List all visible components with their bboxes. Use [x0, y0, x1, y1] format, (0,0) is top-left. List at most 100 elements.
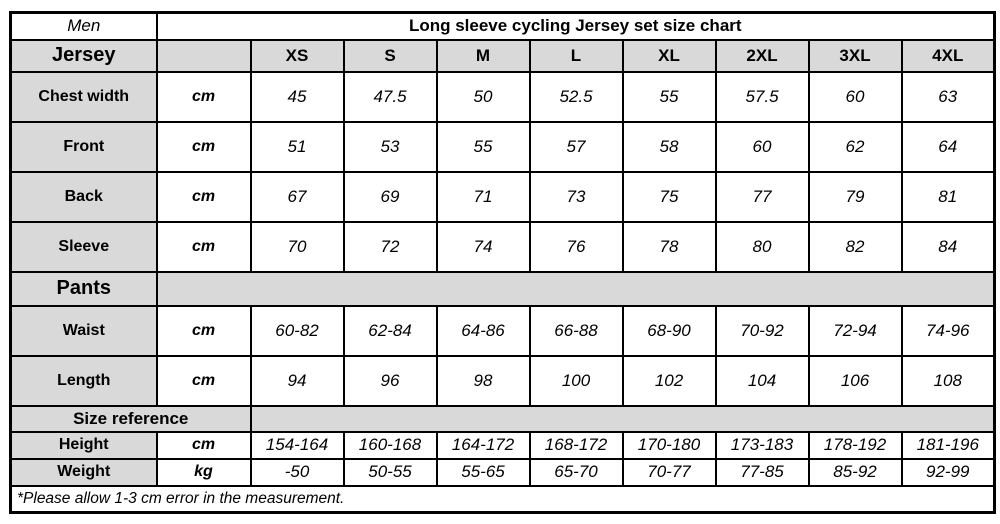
value-cell: 92-99: [900, 457, 996, 487]
value-cell: 170-180: [621, 430, 717, 460]
value-cell: 104: [714, 354, 810, 407]
value-cell: 77: [714, 170, 810, 223]
table-row: Waist cm 60-82 62-84 64-86 66-88 68-90 70-92 72-…: [9, 304, 996, 357]
value-cell: 62-84: [342, 304, 438, 357]
value-cell: 51: [249, 120, 345, 173]
size-header-cell: S: [342, 38, 438, 73]
row-label: Waist: [9, 304, 158, 357]
size-chart-table: Men Long sleeve cycling Jersey set size …: [9, 11, 997, 514]
size-reference-row: Size reference: [9, 404, 996, 433]
value-cell: 71: [435, 170, 531, 223]
unit-label: kg: [155, 457, 252, 487]
value-cell: 79: [807, 170, 903, 223]
value-cell: 64: [900, 120, 996, 173]
chart-title: Long sleeve cycling Jersey set size char…: [155, 11, 996, 41]
unit-label: cm: [155, 220, 252, 273]
value-cell: 68-90: [621, 304, 717, 357]
unit-label: cm: [155, 430, 252, 460]
value-cell: 181-196: [900, 430, 996, 460]
size-header-cell: XS: [249, 38, 345, 73]
value-cell: 173-183: [714, 430, 810, 460]
row-label: Sleeve: [9, 220, 158, 273]
footnote: *Please allow 1-3 cm error in the measur…: [9, 484, 996, 514]
value-cell: 52.5: [528, 70, 624, 123]
value-cell: 70: [249, 220, 345, 273]
value-cell: 94: [249, 354, 345, 407]
value-cell: 67: [249, 170, 345, 223]
value-cell: 58: [621, 120, 717, 173]
gender-label: Men: [9, 11, 158, 41]
unit-label: cm: [155, 120, 252, 173]
reference-section-rows: Height cm 154-164 160-168 164-172 168-172 170-…: [9, 430, 996, 487]
title-row: Men Long sleeve cycling Jersey set size …: [9, 11, 996, 41]
size-header-cell: XL: [621, 38, 717, 73]
value-cell: 74-96: [900, 304, 996, 357]
value-cell: 78: [621, 220, 717, 273]
value-cell: 84: [900, 220, 996, 273]
size-header-row: Jersey XS S M L XL 2XL 3XL 4XL: [9, 38, 996, 73]
size-header-cell: 4XL: [900, 38, 996, 73]
size-header-cell: L: [528, 38, 624, 73]
size-reference-label: Size reference: [9, 404, 252, 433]
unit-label: cm: [155, 70, 252, 123]
value-cell: 154-164: [249, 430, 345, 460]
empty-header-cell: [155, 38, 252, 73]
table-row: Front cm 51 53 55 57 58 60 62 64: [9, 120, 996, 173]
value-cell: 69: [342, 170, 438, 223]
value-cell: 98: [435, 354, 531, 407]
value-cell: 47.5: [342, 70, 438, 123]
unit-label: cm: [155, 304, 252, 357]
value-cell: 108: [900, 354, 996, 407]
value-cell: 106: [807, 354, 903, 407]
unit-label: cm: [155, 170, 252, 223]
jersey-section-rows: Chest width cm 45 47.5 50 52.5 55 57.5 60 63 Front…: [9, 70, 996, 273]
row-label: Weight: [9, 457, 158, 487]
value-cell: 60-82: [249, 304, 345, 357]
value-cell: 82: [807, 220, 903, 273]
pants-section-row: Pants: [9, 270, 996, 307]
value-cell: 102: [621, 354, 717, 407]
value-cell: 81: [900, 170, 996, 223]
table-row: Height cm 154-164 160-168 164-172 168-172 170-…: [9, 430, 996, 460]
row-label: Height: [9, 430, 158, 460]
value-cell: 55: [435, 120, 531, 173]
value-cell: 160-168: [342, 430, 438, 460]
value-cell: 72: [342, 220, 438, 273]
row-label: Chest width: [9, 70, 158, 123]
jersey-section-label: Jersey: [9, 38, 158, 73]
table-row: Sleeve cm 70 72 74 76 78 80 82 84: [9, 220, 996, 273]
value-cell: 75: [621, 170, 717, 223]
value-cell: 168-172: [528, 430, 624, 460]
value-cell: 60: [714, 120, 810, 173]
size-header-cell: 2XL: [714, 38, 810, 73]
value-cell: 63: [900, 70, 996, 123]
value-cell: 100: [528, 354, 624, 407]
row-label: Front: [9, 120, 158, 173]
unit-label: cm: [155, 354, 252, 407]
value-cell: 55: [621, 70, 717, 123]
value-cell: 57.5: [714, 70, 810, 123]
value-cell: 74: [435, 220, 531, 273]
value-cell: 50-55: [342, 457, 438, 487]
value-cell: 178-192: [807, 430, 903, 460]
value-cell: 77-85: [714, 457, 810, 487]
size-header-cell: 3XL: [807, 38, 903, 73]
value-cell: 73: [528, 170, 624, 223]
value-cell: 164-172: [435, 430, 531, 460]
table-row: Chest width cm 45 47.5 50 52.5 55 57.5 60 63: [9, 70, 996, 123]
table-row: Length cm 94 96 98 100 102 104 106 108: [9, 354, 996, 407]
size-reference-fill: [249, 404, 996, 433]
value-cell: 53: [342, 120, 438, 173]
pants-section-rows: Waist cm 60-82 62-84 64-86 66-88 68-90 70-92 72-…: [9, 304, 996, 407]
value-cell: -50: [249, 457, 345, 487]
table-row: Weight kg -50 50-55 55-65 65-70 70-77 77-85 85-9…: [9, 457, 996, 487]
table-row: Back cm 67 69 71 73 75 77 79 81: [9, 170, 996, 223]
value-cell: 57: [528, 120, 624, 173]
row-label: Length: [9, 354, 158, 407]
value-cell: 65-70: [528, 457, 624, 487]
value-cell: 50: [435, 70, 531, 123]
footnote-row: *Please allow 1-3 cm error in the measur…: [9, 484, 996, 514]
value-cell: 64-86: [435, 304, 531, 357]
value-cell: 80: [714, 220, 810, 273]
value-cell: 60: [807, 70, 903, 123]
